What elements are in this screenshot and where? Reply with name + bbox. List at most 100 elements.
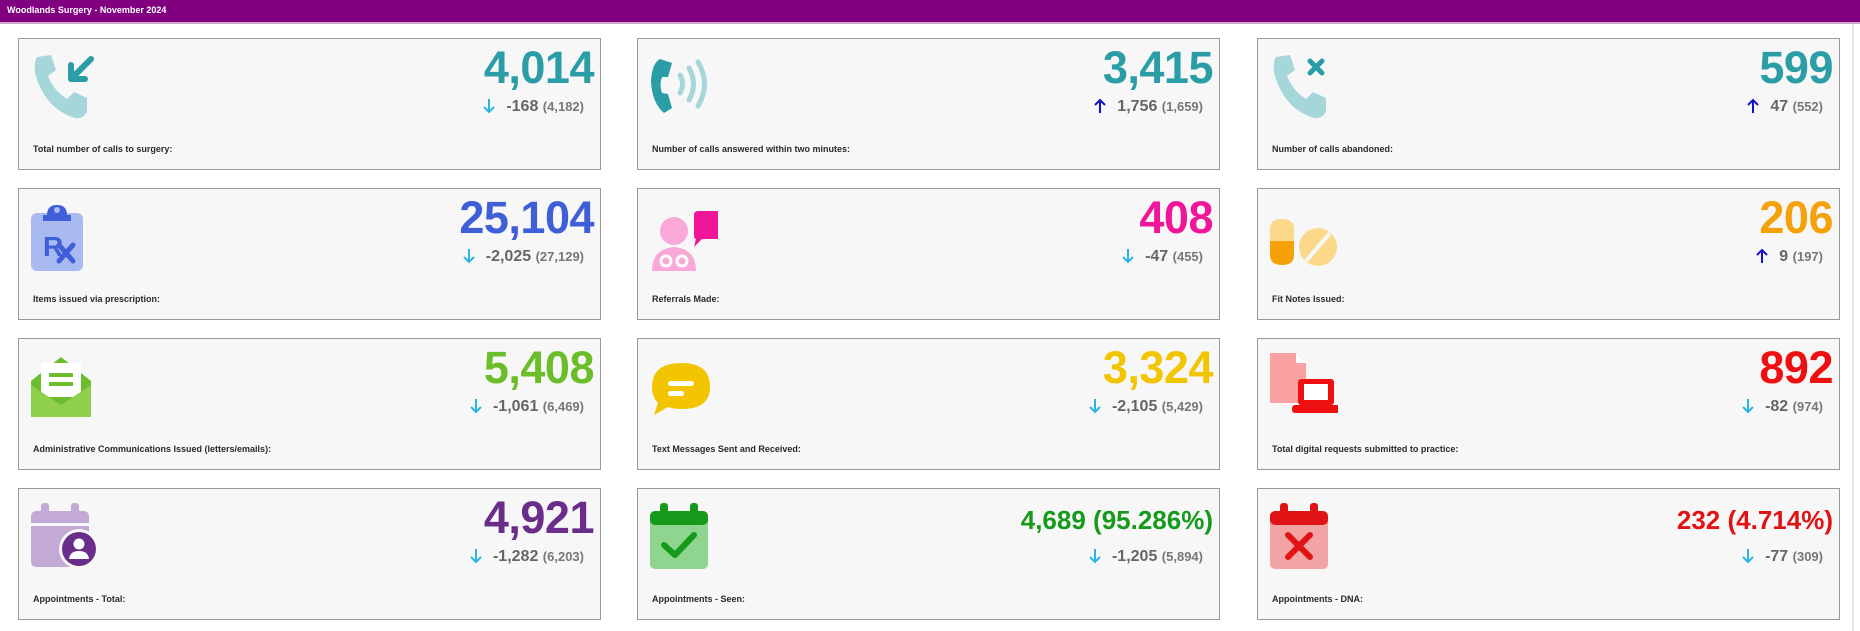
kpi-previous-value: (6,469) [542,399,584,414]
kpi-change: -82 (974) [1741,398,1823,416]
kpi-change-value: 9 [1779,248,1789,265]
kpi-previous-value: (5,429) [1161,399,1203,414]
kpi-value: 4,689 (95.286%) [1020,505,1213,535]
kpi-value: 206 [1759,192,1833,243]
kpi-change: -168 (4,182) [482,98,584,116]
calendar-check-icon [648,501,718,571]
arrow-down-icon [1742,549,1754,564]
kpi-card-appointments-total: 4,921 -1,282 (6,203) Appointments - Tota… [18,488,601,620]
report-title: Woodlands Surgery - November 2024 [7,5,167,15]
arrow-up-icon [1756,248,1768,263]
arrow-down-icon [1089,399,1101,414]
kpi-value: 4,921 [483,492,595,543]
kpi-change: -2,025 (27,129) [462,248,584,266]
kpi-change: 1,756 (1,659) [1093,98,1203,116]
phone-incoming-icon [29,51,99,121]
kpi-label: Fit Notes Issued: [1272,294,1345,304]
kpi-previous-value: (309) [1792,549,1823,564]
kpi-change: 9 (197) [1755,248,1823,266]
kpi-change-value: -1,205 [1111,548,1158,565]
kpi-card-prescriptions: R 25,104 -2,025 (27,129) Items issued vi… [18,188,601,320]
kpi-label: Text Messages Sent and Received: [652,444,801,454]
svg-text:R: R [43,231,63,262]
prescription-clipboard-icon: R [29,201,99,271]
kpi-previous-value: (6,203) [542,549,584,564]
kpi-value: 232 (4.714%) [1676,505,1833,535]
kpi-change: -2,105 (5,429) [1088,398,1203,416]
kpi-label: Appointments - DNA: [1272,594,1363,604]
speech-bubble-icon [648,351,718,421]
kpi-card-appointments-dna: 232 (4.714%) -77 (309) Appointments - DN… [1257,488,1840,620]
kpi-value: 5,408 [483,342,595,393]
kpi-label: Referrals Made: [652,294,720,304]
kpi-card-digital-requests: 892 -82 (974) Total digital requests sub… [1257,338,1840,470]
kpi-change-value: -168 [506,98,539,115]
kpi-previous-value: (1,659) [1161,99,1203,114]
laptop-document-icon [1268,351,1338,421]
kpi-label: Items issued via prescription: [33,294,161,304]
kpi-change: -77 (309) [1741,548,1823,566]
arrow-down-icon [1089,549,1101,564]
kpi-card-text-messages: 3,324 -2,105 (5,429) Text Messages Sent … [637,338,1220,470]
kpi-change-value: -77 [1765,548,1789,565]
kpi-change-value: -2,105 [1111,398,1158,415]
doctor-chat-icon [648,201,718,271]
kpi-label: Appointments - Total: [33,594,126,604]
report-banner: Woodlands Surgery - November 2024 [0,0,1860,24]
kpi-change-value: 47 [1770,98,1789,115]
kpi-card-total-calls: 4,014 -168 (4,182) Total number of calls… [18,38,601,170]
kpi-previous-value: (974) [1792,399,1823,414]
kpi-previous-value: (27,129) [535,249,584,264]
arrow-down-icon [483,99,496,114]
kpi-value: 25,104 [459,192,594,243]
kpi-value: 892 [1759,342,1833,393]
kpi-label: Total digital requests submitted to prac… [1272,444,1459,454]
kpi-card-fit-notes: 206 9 (197) Fit Notes Issued: [1257,188,1840,320]
kpi-previous-value: (455) [1172,249,1203,264]
kpi-card-calls-answered: 3,415 1,756 (1,659) Number of calls answ… [637,38,1220,170]
kpi-value: 3,415 [1102,42,1214,93]
kpi-change-value: 1,756 [1117,98,1158,115]
kpi-value: 599 [1759,42,1833,93]
kpi-change-value: -1,061 [492,398,539,415]
kpi-card-admin-comms: 5,408 -1,061 (6,469) Administrative Comm… [18,338,601,470]
kpi-card-calls-abandoned: 599 47 (552) Number of calls abandoned: [1257,38,1840,170]
arrow-down-icon [470,549,482,564]
scrollbar-track[interactable] [1852,24,1854,631]
pills-icon [1268,201,1338,271]
kpi-change: -47 (455) [1121,248,1203,266]
kpi-value: 3,324 [1102,342,1214,393]
kpi-card-appointments-seen: 4,689 (95.286%) -1,205 (5,894) Appointme… [637,488,1220,620]
envelope-letter-icon [29,351,99,421]
calendar-cross-icon [1268,501,1338,571]
kpi-previous-value: (4,182) [542,99,584,114]
calendar-user-icon [29,501,99,571]
kpi-value: 408 [1139,192,1213,243]
arrow-up-icon [1094,98,1107,113]
kpi-label: Total number of calls to surgery: [33,144,173,154]
phone-missed-icon [1268,51,1338,121]
arrow-down-icon [470,399,482,414]
phone-ringing-icon [648,51,718,121]
kpi-value: 4,014 [483,42,595,93]
arrow-down-icon [463,249,475,264]
kpi-previous-value: (197) [1792,249,1823,264]
kpi-label: Number of calls abandoned: [1272,144,1394,154]
kpi-change-value: -82 [1765,398,1789,415]
kpi-label: Administrative Communications Issued (le… [33,444,272,454]
kpi-change-value: -47 [1145,248,1169,265]
kpi-previous-value: (552) [1792,99,1823,114]
kpi-change-value: -2,025 [485,248,532,265]
arrow-down-icon [1122,249,1134,264]
kpi-previous-value: (5,894) [1161,549,1203,564]
kpi-change: -1,205 (5,894) [1088,548,1203,566]
kpi-change: -1,282 (6,203) [469,548,584,566]
kpi-change: -1,061 (6,469) [469,398,584,416]
kpi-change: 47 (552) [1746,98,1823,116]
kpi-card-referrals: 408 -47 (455) Referrals Made: [637,188,1220,320]
kpi-label: Number of calls answered within two minu… [652,144,851,154]
arrow-down-icon [1742,399,1754,414]
kpi-change-value: -1,282 [492,548,539,565]
kpi-label: Appointments - Seen: [652,594,746,604]
arrow-up-icon [1747,98,1760,113]
